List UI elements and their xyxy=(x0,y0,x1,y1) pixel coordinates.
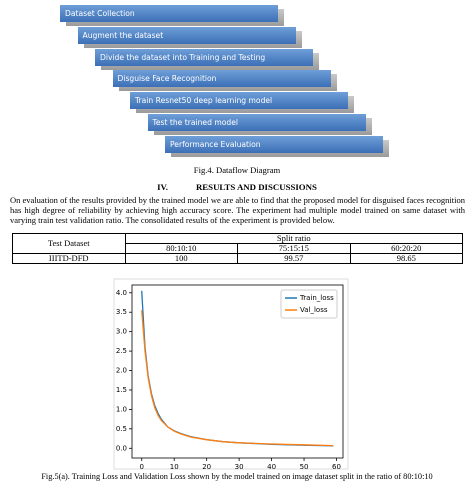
step-box: Augment the dataset xyxy=(77,26,296,44)
column-header: 75:15:15 xyxy=(237,243,351,254)
x-tick-label: 20 xyxy=(202,463,211,471)
y-tick-label: 3.0 xyxy=(116,328,127,336)
cell: 100 xyxy=(124,253,238,264)
cell: 98.65 xyxy=(349,253,463,264)
y-tick-label: 2.5 xyxy=(116,347,127,355)
x-tick-label: 30 xyxy=(235,463,244,471)
figure-caption: Fig.4. Dataflow Diagram xyxy=(193,165,281,175)
y-tick-label: 0.0 xyxy=(116,444,127,452)
y-tick-label: 0.5 xyxy=(116,425,127,433)
column-header: 60:20:20 xyxy=(349,243,463,254)
frame-outer xyxy=(113,278,349,470)
step-box: Divide the dataset into Training and Tes… xyxy=(95,48,313,66)
y-tick-label: 1.5 xyxy=(116,386,127,394)
legend-label: Train_loss xyxy=(299,294,334,302)
column-header: 80:10:10 xyxy=(124,243,238,254)
x-tick-label: 60 xyxy=(332,463,341,471)
figure-caption: Fig.5(a). Training Loss and Validation L… xyxy=(41,472,433,481)
legend-label: Val_loss xyxy=(300,306,328,314)
row-header: Test Dataset xyxy=(12,233,126,254)
step-box: Train Resnet50 deep learning model xyxy=(130,92,348,110)
x-tick-label: 10 xyxy=(170,463,179,471)
plot-area xyxy=(131,284,344,459)
section-number: IV. xyxy=(157,182,168,192)
dataflow-diagram: Dataset Collection Augment the dataset Div… xyxy=(0,0,474,160)
y-tick-label: 4.0 xyxy=(116,289,127,297)
group-header: Split ratio xyxy=(124,233,463,244)
x-tick-label: 0 xyxy=(140,463,144,471)
step-box: Disguise Face Recognition xyxy=(112,70,331,88)
section-title: RESULTS AND DISCUSSIONS xyxy=(195,182,317,192)
step-box: Test the trained model xyxy=(147,114,366,131)
x-tick-label: 40 xyxy=(267,463,276,471)
cell: 99.57 xyxy=(237,253,351,264)
y-tick-label: 3.5 xyxy=(116,308,127,316)
line-series xyxy=(141,310,334,447)
paragraph: On evaluation of the results provided by… xyxy=(10,195,465,226)
y-tick-label: 1.0 xyxy=(116,405,127,413)
step-box: Dataset Collection xyxy=(60,5,278,22)
y-tick-label: 2.0 xyxy=(116,367,127,375)
legend-box xyxy=(280,289,338,319)
results-table: Test Dataset Split ratio 80:10:10 75:15:15… xyxy=(12,233,463,264)
cell: IIITD-DFD xyxy=(12,253,126,264)
x-tick-label: 50 xyxy=(300,463,309,471)
section-heading: IV. RESULTS AND DISCUSSIONS xyxy=(0,182,474,192)
step-box: Performance Evaluation xyxy=(165,135,383,153)
loss-chart: 0.0 0.5 1.0 1.5 2.0 2.5 3.0 3.5 4.0 0 10 20 30 40 50 60… xyxy=(113,278,349,471)
